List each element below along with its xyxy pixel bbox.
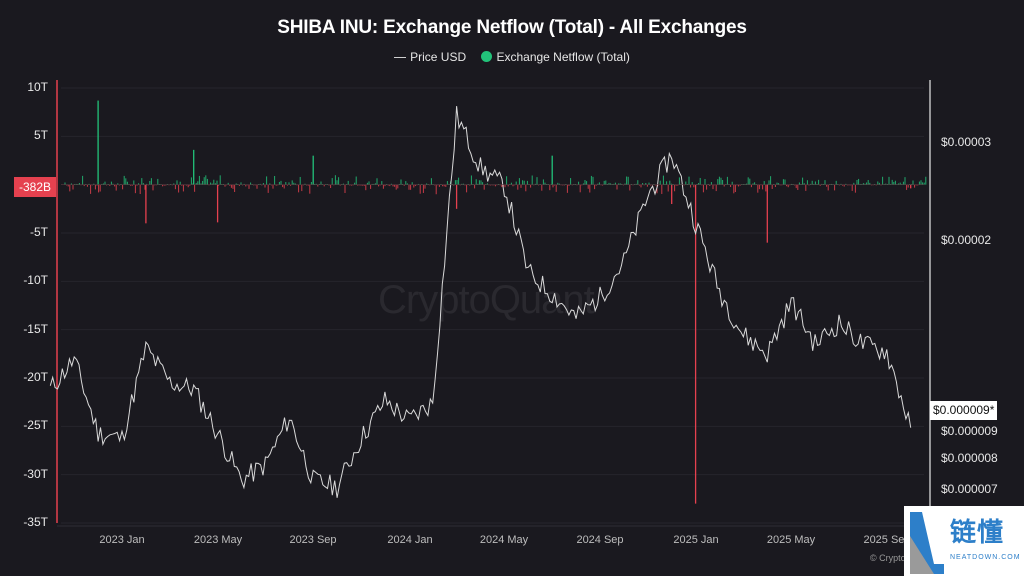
left-axis-tick: -35T: [23, 515, 48, 529]
current-price-marker: $0.000009*: [930, 401, 998, 420]
right-axis-tick: $0.000008: [941, 451, 998, 465]
legend: Price USD Exchange Netflow (Total): [0, 50, 1024, 64]
badge-cn-text: 链懂: [950, 517, 1005, 547]
left-axis-tick: -15T: [23, 322, 48, 336]
price-line: [49, 106, 912, 498]
badge-en-text: NEATDOWN.COM: [950, 554, 1021, 561]
x-axis-tick: 2025 May: [766, 534, 816, 546]
x-axis-tick: 2025 Jan: [673, 534, 719, 546]
x-axis-tick: 2025 Sep: [863, 534, 911, 546]
watermark: CryptoQuant: [378, 278, 595, 322]
right-axis-tick: $0.00002: [941, 233, 992, 247]
line-swatch-icon: [394, 57, 407, 59]
x-axis-tick: 2023 May: [193, 534, 243, 546]
legend-item-price[interactable]: Price USD: [394, 50, 466, 64]
left-axis-tick: -10T: [23, 273, 48, 287]
legend-label-price: Price USD: [410, 50, 467, 64]
right-axis-tick: $0.000007: [941, 482, 998, 496]
dot-swatch-icon: [481, 51, 493, 62]
right-axis-tick: $0.00003: [941, 135, 992, 149]
current-netflow-marker: -382B: [14, 177, 56, 197]
right-axis-tick: $0.000009: [941, 424, 998, 438]
left-axis-tick: 10T: [27, 80, 48, 94]
left-axis-tick: -25T: [23, 418, 48, 432]
x-axis-tick: 2024 Sep: [576, 534, 624, 546]
neatdown-logo-icon: [910, 512, 944, 574]
chart-title: SHIBA INU: Exchange Netflow (Total) - Al…: [277, 17, 747, 38]
x-axis-tick: 2024 May: [479, 534, 529, 546]
x-axis-tick: 2023 Sep: [289, 534, 337, 546]
legend-label-netflow: Exchange Netflow (Total): [496, 50, 630, 64]
left-axis-tick: -20T: [23, 370, 48, 384]
left-axis-tick: -5T: [30, 225, 48, 239]
x-axis-tick: 2024 Jan: [387, 534, 433, 546]
legend-item-netflow[interactable]: Exchange Netflow (Total): [481, 50, 630, 64]
left-axis-tick: 5T: [33, 128, 48, 142]
neatdown-badge: 链懂 NEATDOWN.COM: [904, 506, 1024, 576]
left-axis-tick: -30T: [23, 467, 48, 481]
x-axis-tick: 2023 Jan: [99, 534, 145, 546]
copyright: © CryptoQuant: [870, 553, 931, 563]
